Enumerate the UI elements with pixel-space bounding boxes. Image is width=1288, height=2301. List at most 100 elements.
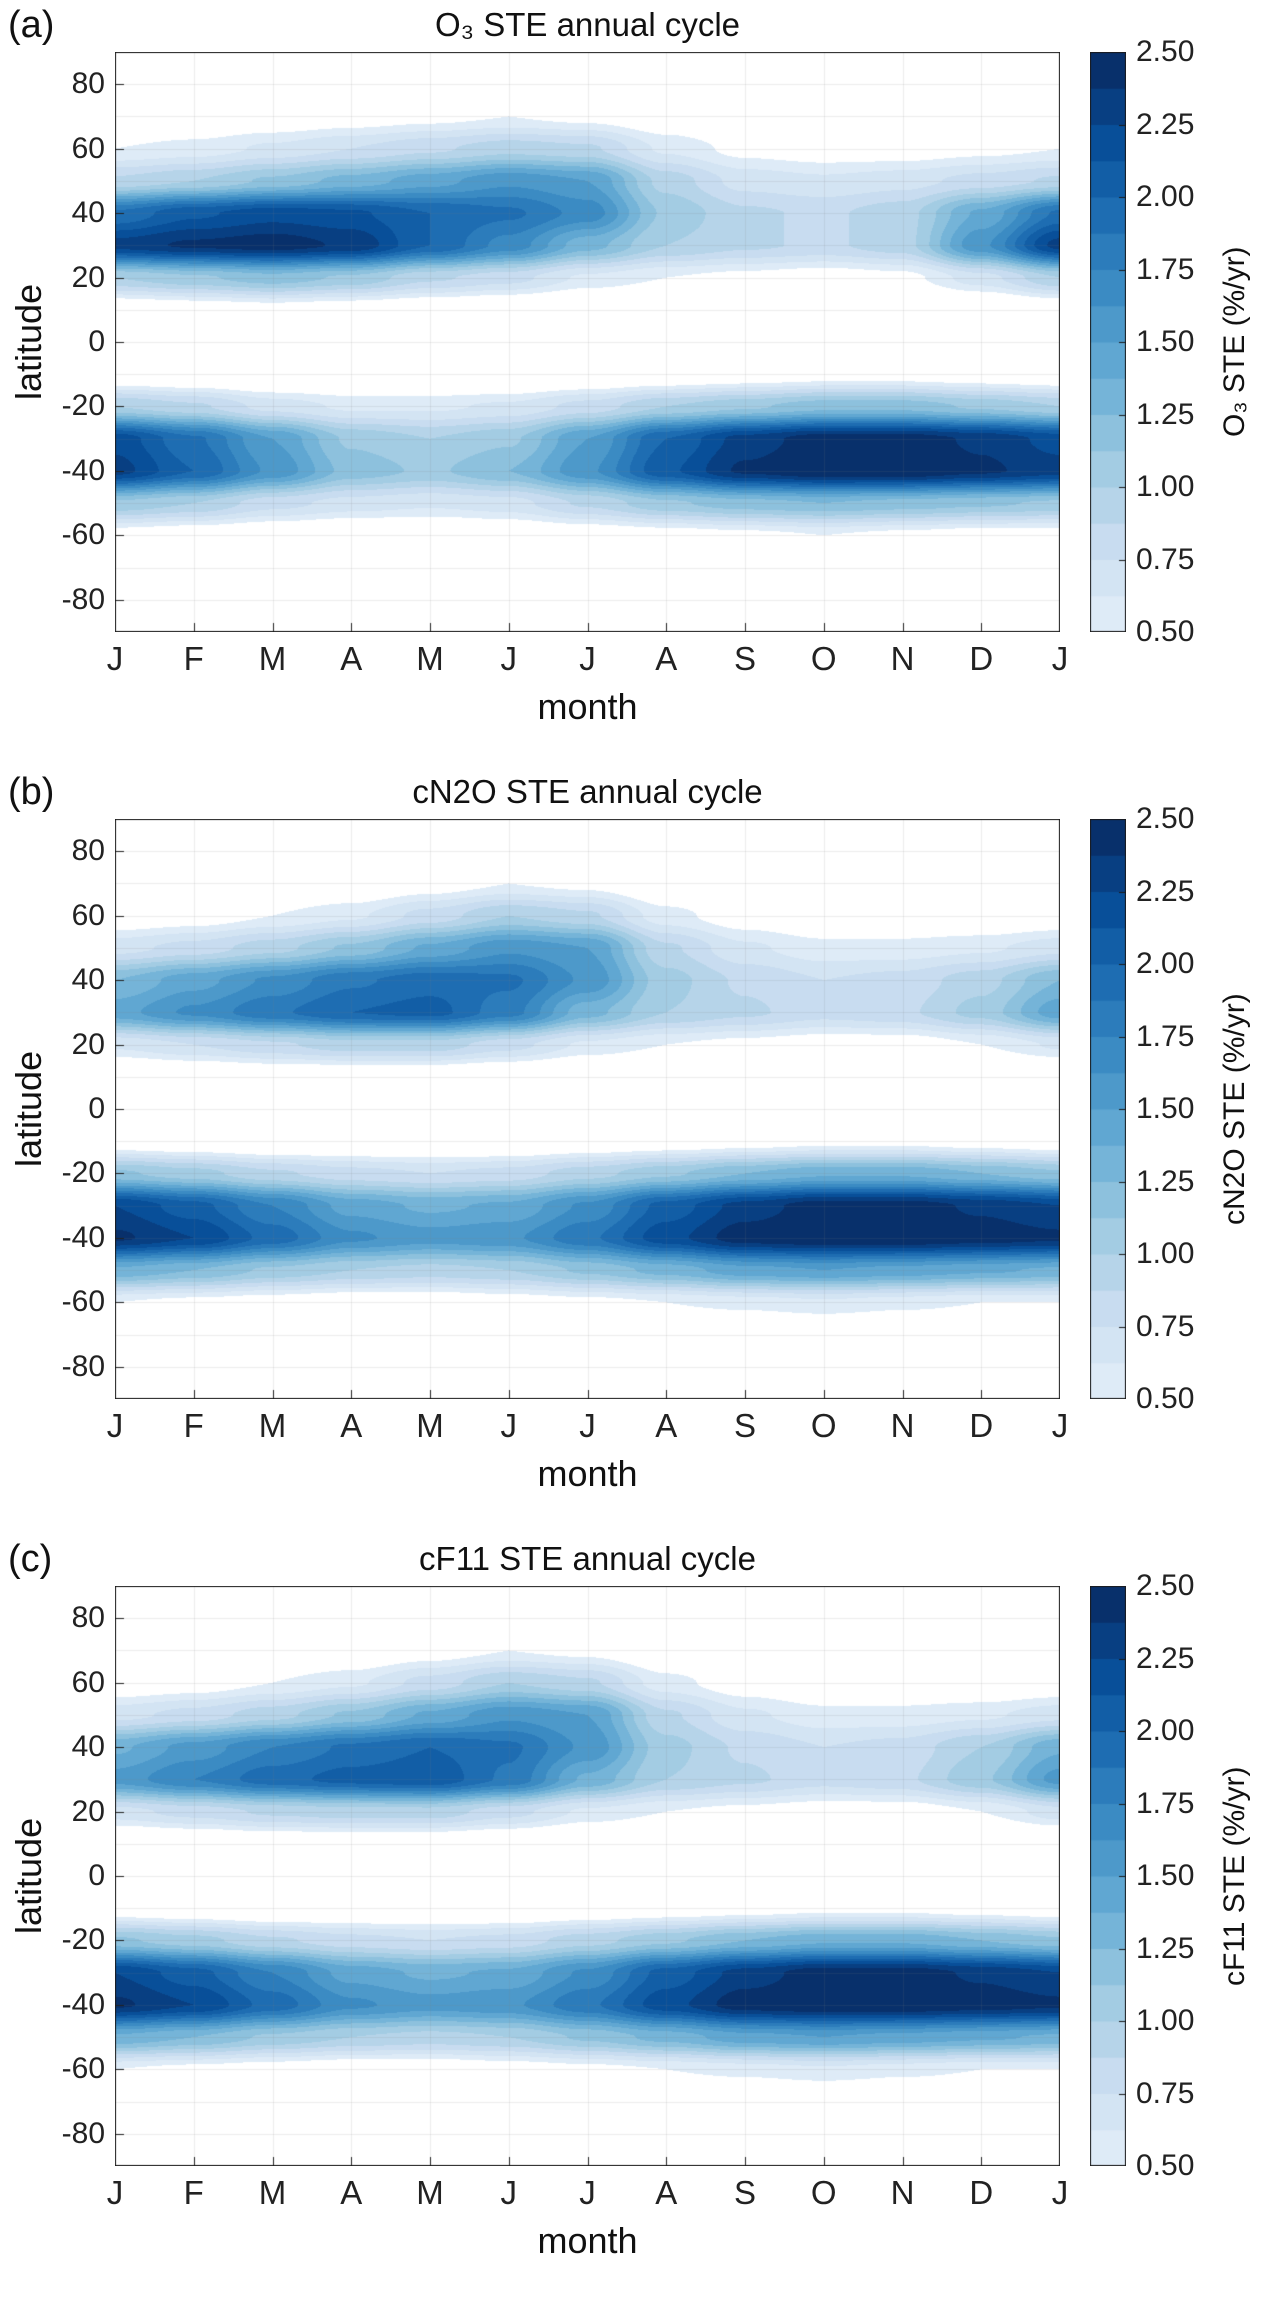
plot-title-a: O₃ STE annual cycle [434,6,741,43]
colorbar-tick-label: 1.50 [1136,1092,1195,1125]
colorbar-tick-label: 1.75 [1136,1786,1195,1820]
y-tick-label: -60 [61,518,105,552]
y-tick-label: 40 [71,963,105,997]
colorbar-tick-label: 1.25 [1136,1164,1195,1198]
y-tick-label: 80 [71,834,105,868]
contour-plot-a [115,52,1060,632]
x-tick-label: A [340,2174,363,2211]
colorbar-tick-label: 2.00 [1136,180,1195,213]
colorbar-ticks-c: 0.50 0.75 1.00 1.25 1.50 1.75 2.00 2.25 2.50 [1136,1569,1220,2182]
y-axis-ticks-a: 80 60 40 20 0 -20 -40 -60 -80 [0,52,105,632]
y-tick-label: -20 [61,1923,105,1957]
colorbar-label-b: cN2O STE (%/yr) [1218,993,1251,1225]
panel-c: (c) cF11 STE annual cycle latitude 80 60 4… [0,1534,1288,2301]
x-tick-label: A [340,1407,363,1444]
x-tick-label: F [183,1407,204,1444]
colorbar-ticks-a: 0.50 0.75 1.00 1.25 1.50 1.75 2.00 2.25 2.50 [1136,35,1220,648]
colorbar-tick-label: 1.00 [1136,1237,1195,1270]
x-tick-label: A [655,1407,678,1444]
x-tick-label: J [500,640,518,677]
colorbar-tick-label: 1.75 [1136,1019,1195,1053]
colorbar-tick-label: 2.00 [1136,947,1195,980]
y-tick-label: 80 [71,67,105,101]
x-tick-label: M [416,640,444,677]
y-tick-label: -80 [61,1349,105,1383]
x-tick-label: J [1051,2174,1069,2211]
y-tick-label: -40 [61,453,105,487]
x-tick-label: F [183,2174,204,2211]
y-tick-label: 60 [71,131,105,165]
x-tick-label: O [810,640,837,677]
x-tick-label: A [340,640,363,677]
x-tick-label: A [655,2174,678,2211]
colorbar-tick-label: 2.50 [1136,1569,1195,1602]
x-tick-label: S [733,640,756,677]
y-tick-label: -40 [61,1220,105,1254]
colorbar-tick-label: 0.75 [1136,542,1195,576]
contour-plot-b [115,819,1060,1399]
x-tick-label: F [183,640,204,677]
x-tick-label: M [258,640,287,677]
contour-plot-c [115,1586,1060,2166]
panel-a: (a) O₃ STE annual cycle latitude 80 60 40 2… [0,0,1288,767]
x-tick-label: S [733,1407,756,1444]
colorbar-tick-label: 1.25 [1136,1931,1195,1965]
y-tick-label: 0 [88,1859,105,1892]
colorbar-label-c: cF11 STE (%/yr) [1218,1766,1251,1986]
plot-title-b: cN2O STE annual cycle [412,773,763,810]
y-tick-label: 0 [88,325,105,358]
x-tick-label: D [969,1407,994,1444]
panel-label-a: (a) [8,4,55,46]
x-tick-label: J [500,1407,518,1444]
y-axis-ticks-b: 80 60 40 20 0 -20 -40 -60 -80 [0,819,105,1399]
y-tick-label: -80 [61,2116,105,2150]
x-tick-label: S [733,2174,756,2211]
x-axis-label-a: month [537,686,638,727]
colorbar-ticks-b: 0.50 0.75 1.00 1.25 1.50 1.75 2.00 2.25 2.50 [1136,802,1220,1415]
x-tick-label: N [890,1407,915,1444]
colorbar-tick-label: 1.00 [1136,2004,1195,2037]
colorbar-tick-label: 0.50 [1136,2149,1195,2182]
x-tick-label: J [500,2174,518,2211]
colorbar-tick-label: 1.75 [1136,252,1195,286]
y-tick-label: 0 [88,1092,105,1125]
y-tick-label: 40 [71,1730,105,1764]
x-tick-label: M [258,1407,287,1444]
panel-label-b: (b) [8,771,55,813]
colorbar-tick-label: 2.50 [1136,802,1195,835]
colorbar-tick-label: 2.25 [1136,107,1195,141]
x-tick-label: J [579,640,596,677]
colorbar-tick-label: 2.00 [1136,1714,1195,1747]
y-tick-label: -60 [61,1285,105,1319]
x-tick-label: M [416,1407,444,1444]
colorbar-label-a: O₃ STE (%/yr) [1218,246,1251,438]
x-tick-label: D [969,2174,994,2211]
y-tick-label: 60 [71,898,105,932]
colorbar-b [1090,819,1126,1399]
x-tick-label: J [1051,640,1069,677]
y-tick-label: 20 [71,1794,105,1828]
colorbar-tick-label: 1.00 [1136,470,1195,503]
y-axis-ticks-c: 80 60 40 20 0 -20 -40 -60 -80 [0,1586,105,2166]
panel-label-c: (c) [8,1538,53,1580]
y-tick-label: 80 [71,1601,105,1635]
x-tick-label: N [890,640,915,677]
x-axis-label-b: month [537,1453,638,1494]
x-tick-label: M [258,2174,287,2211]
colorbar-a [1090,52,1126,632]
y-tick-label: 60 [71,1665,105,1699]
x-tick-label: J [1051,1407,1069,1444]
colorbar-tick-label: 1.50 [1136,1859,1195,1892]
y-tick-label: 20 [71,1027,105,1061]
colorbar-tick-label: 2.50 [1136,35,1195,68]
x-tick-label: J [106,640,124,677]
x-tick-label: J [106,2174,124,2211]
x-tick-label: J [579,2174,596,2211]
y-tick-label: -20 [61,389,105,423]
x-axis-label-c: month [537,2220,638,2261]
colorbar-tick-label: 0.75 [1136,2076,1195,2110]
